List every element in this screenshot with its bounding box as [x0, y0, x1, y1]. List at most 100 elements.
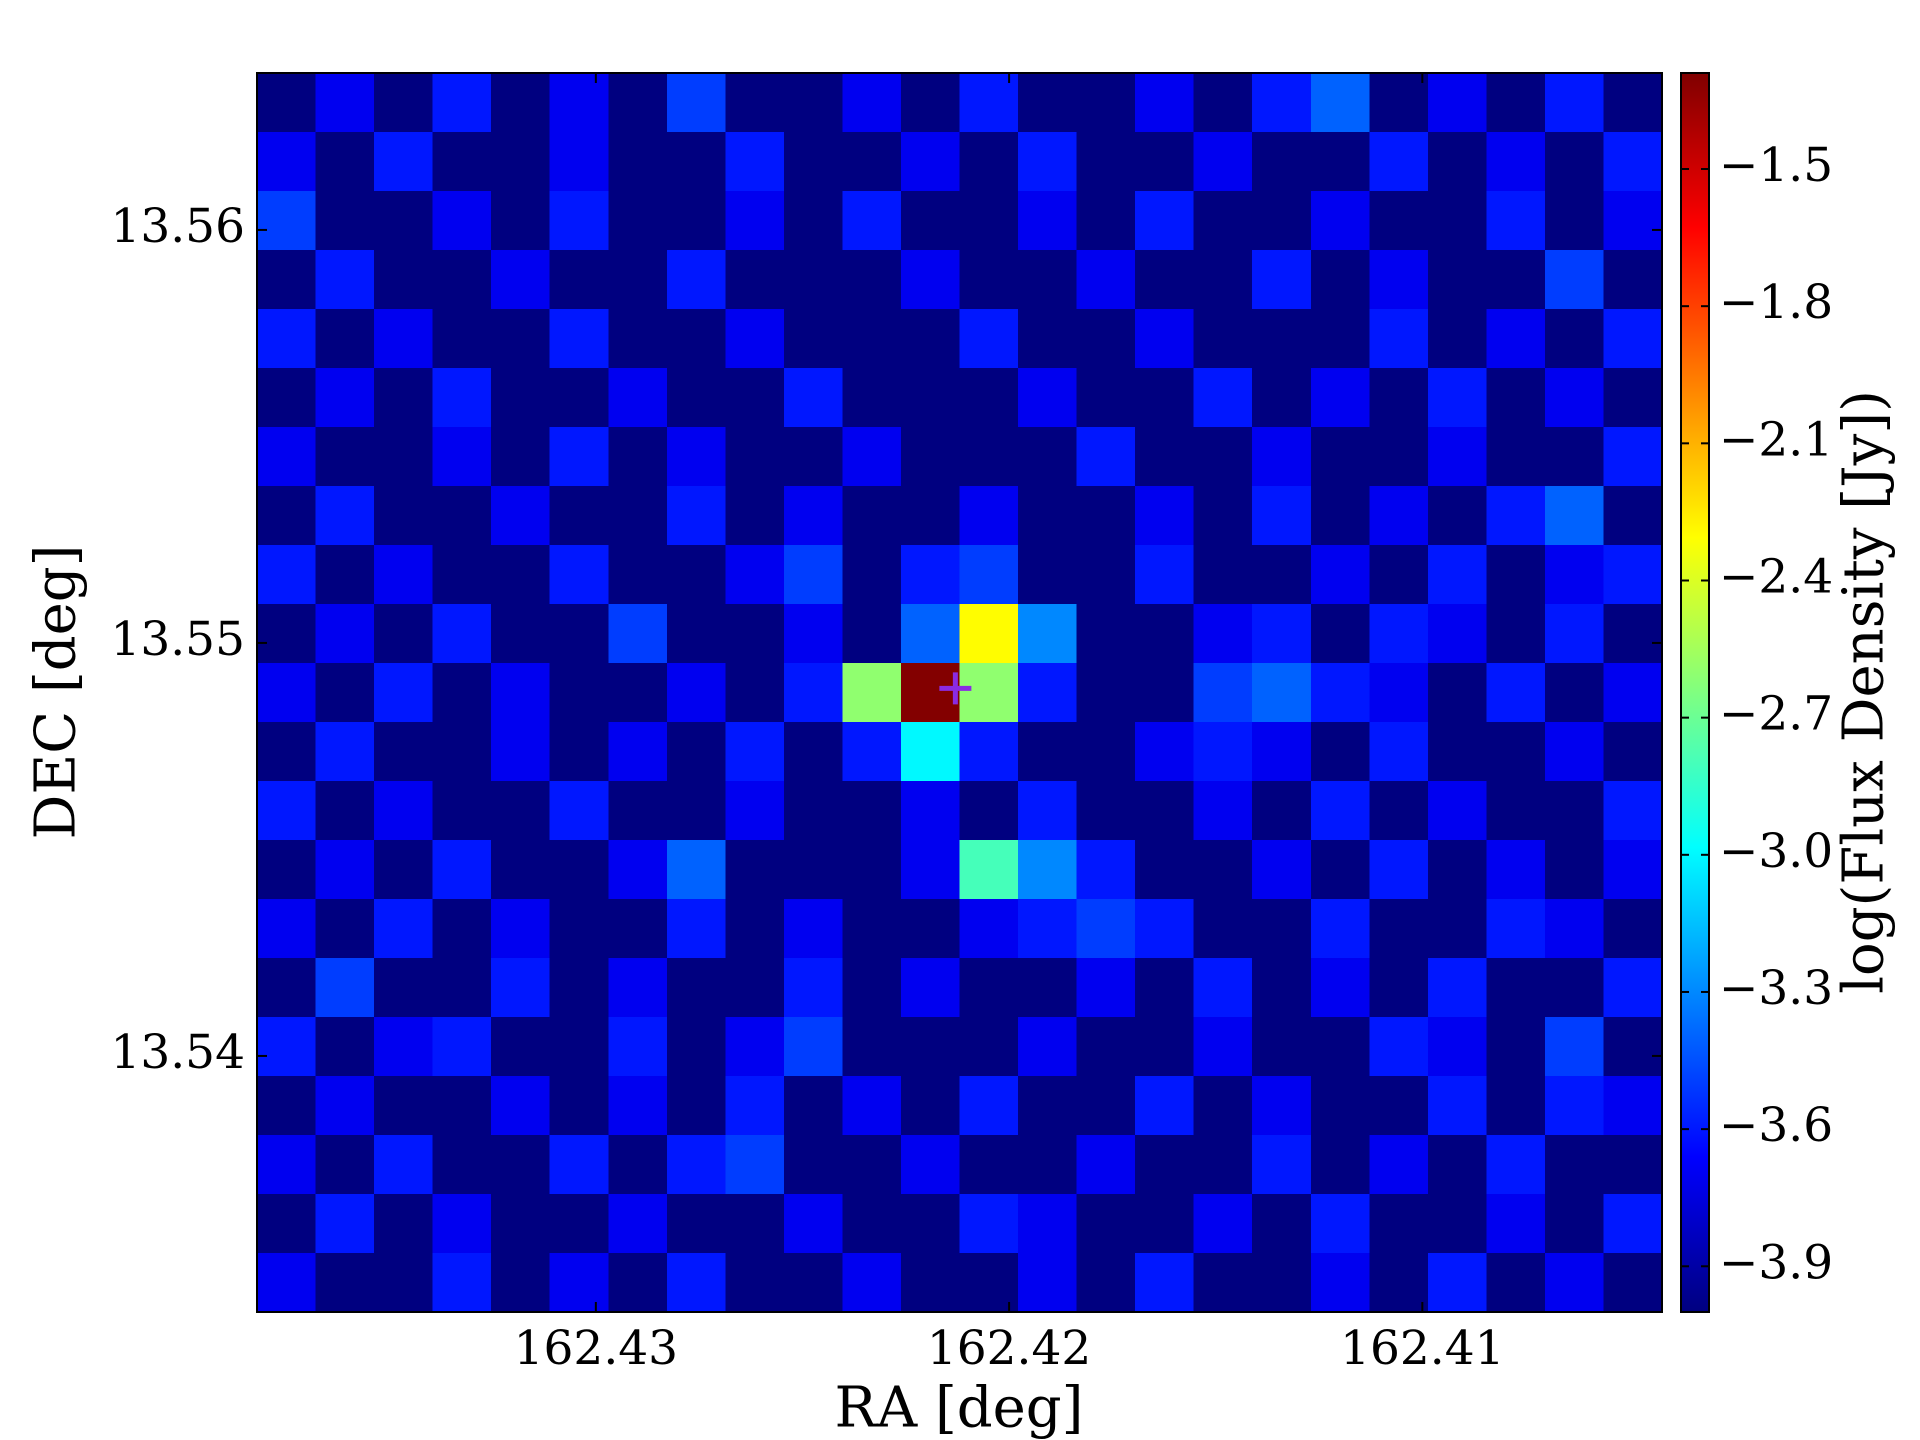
heatmap-cell: [374, 486, 434, 546]
heatmap-cell: [1135, 250, 1195, 310]
heatmap-cell: [1135, 1076, 1195, 1136]
heatmap-cell: [1603, 486, 1663, 546]
heatmap-cell: [257, 250, 317, 310]
heatmap-cell: [666, 840, 726, 900]
heatmap-cell: [842, 309, 902, 369]
heatmap-cell: [1135, 899, 1195, 959]
heatmap-cell: [1193, 663, 1253, 723]
heatmap-cell: [1076, 899, 1136, 959]
heatmap-cell: [1135, 191, 1195, 251]
heatmap-cell: [842, 486, 902, 546]
heatmap-cell: [432, 309, 492, 369]
heatmap-cell: [666, 663, 726, 723]
heatmap-cell: [1252, 427, 1312, 487]
heatmap-cell: [549, 73, 609, 133]
heatmap-cell: [257, 545, 317, 605]
heatmap-cell: [1486, 1194, 1546, 1254]
heatmap-cell: [666, 899, 726, 959]
heatmap-cell: [1310, 722, 1370, 782]
heatmap-cell: [1310, 309, 1370, 369]
heatmap-cell: [1603, 191, 1663, 251]
heatmap-cell: [1544, 427, 1605, 487]
heatmap-cell: [432, 132, 492, 192]
heatmap-cell: [608, 191, 668, 251]
heatmap-cell: [1076, 1253, 1136, 1313]
heatmap-cell: [608, 1076, 668, 1136]
heatmap-cell: [549, 1194, 609, 1254]
heatmap-cell: [315, 250, 375, 310]
heatmap-cell: [725, 309, 785, 369]
heatmap-cell: [549, 781, 609, 841]
heatmap-cell: [1252, 1017, 1312, 1077]
heatmap-cell: [432, 604, 492, 664]
heatmap-cell: [1193, 958, 1253, 1018]
heatmap-cell: [1486, 132, 1546, 192]
heatmap-cell: [1369, 1135, 1429, 1195]
heatmap-cell: [725, 427, 785, 487]
heatmap-cell: [1603, 427, 1663, 487]
heatmap-cell: [900, 1194, 961, 1254]
heatmap-cell: [257, 1194, 317, 1254]
heatmap-cell: [1603, 1194, 1663, 1254]
heatmap-cell: [491, 545, 551, 605]
heatmap-cell: [1486, 899, 1546, 959]
heatmap-cell: [725, 368, 785, 428]
heatmap-cell: [608, 309, 668, 369]
heatmap-cell: [374, 73, 434, 133]
colorbar-tick-label: −3.9: [1719, 1235, 1833, 1290]
heatmap-cell: [900, 486, 961, 546]
heatmap-cell: [1310, 604, 1370, 664]
heatmap-cell: [1076, 309, 1136, 369]
heatmap-cell: [1427, 722, 1487, 782]
heatmap-cell: [491, 309, 551, 369]
heatmap-cell: [1427, 486, 1487, 546]
heatmap-cell: [666, 250, 726, 310]
heatmap-cell: [1252, 486, 1312, 546]
heatmap-cell: [666, 1194, 726, 1254]
heatmap-cell: [549, 309, 609, 369]
heatmap-cell: [1427, 73, 1487, 133]
heatmap-cell: [257, 368, 317, 428]
heatmap-cell: [549, 722, 609, 782]
heatmap-cell: [1018, 840, 1078, 900]
heatmap-cell: [374, 722, 434, 782]
heatmap-cell: [1544, 604, 1605, 664]
heatmap-cell: [1603, 1076, 1663, 1136]
heatmap-cell: [1252, 958, 1312, 1018]
heatmap-cell: [1603, 250, 1663, 310]
heatmap-cell: [783, 840, 844, 900]
heatmap-cell: [1486, 73, 1546, 133]
heatmap-cell: [315, 958, 375, 1018]
heatmap-cell: [959, 663, 1019, 723]
heatmap-cell: [1544, 1194, 1605, 1254]
heatmap-cell: [1369, 899, 1429, 959]
heatmap-cell: [783, 73, 844, 133]
heatmap-cell: [666, 132, 726, 192]
heatmap-cell: [959, 309, 1019, 369]
heatmap-cell: [900, 132, 961, 192]
heatmap-cell: [1076, 604, 1136, 664]
heatmap-cell: [1076, 427, 1136, 487]
y-tick-label: 13.54: [110, 1025, 245, 1080]
heatmap-cell: [432, 486, 492, 546]
heatmap-cell: [1135, 545, 1195, 605]
heatmap-cell: [491, 840, 551, 900]
colorbar-tick-label: −1.8: [1719, 275, 1833, 330]
heatmap-cell: [1486, 368, 1546, 428]
heatmap-cell: [1486, 545, 1546, 605]
heatmap-cell: [549, 840, 609, 900]
heatmap-cell: [1369, 1076, 1429, 1136]
heatmap-cell: [432, 722, 492, 782]
heatmap-cell: [608, 722, 668, 782]
heatmap-cell: [549, 250, 609, 310]
heatmap-cell: [783, 899, 844, 959]
heatmap-cell: [900, 1253, 961, 1313]
heatmap-cell: [783, 1135, 844, 1195]
heatmap-cell: [900, 368, 961, 428]
heatmap-cell: [959, 781, 1019, 841]
heatmap-cell: [1603, 958, 1663, 1018]
heatmap-cell: [374, 958, 434, 1018]
heatmap-cell: [666, 604, 726, 664]
heatmap-cell: [1193, 427, 1253, 487]
heatmap-cell: [842, 663, 902, 723]
